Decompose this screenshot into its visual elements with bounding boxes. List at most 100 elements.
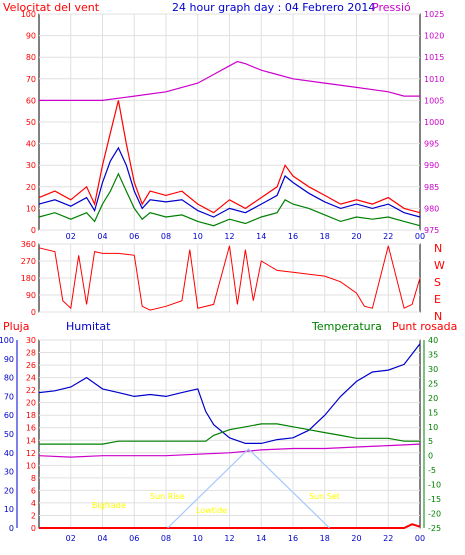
x-tick-label: 02 (66, 232, 76, 241)
wind-speed-label: Velocitat del vent (3, 1, 100, 14)
humidity-tick-label: 10 (4, 505, 14, 514)
rain-tick-label: 0 (31, 524, 36, 533)
pressure-tick-label: 1005 (424, 96, 444, 105)
rain-tick-label: 18 (26, 411, 36, 420)
pressure-tick-label: 990 (424, 161, 439, 170)
series-line-pressi (39, 60, 420, 102)
rain-tick-label: 2 (31, 511, 36, 520)
x-tick-label: 20 (351, 534, 361, 543)
x-tick-label: 00 (415, 534, 425, 543)
temperature-tick-label: 5 (428, 437, 433, 446)
pressure-tick-label: 1025 (424, 10, 444, 19)
temperature-tick-label: 35 (428, 350, 438, 359)
x-tick-label: 02 (66, 534, 76, 543)
wind-speed-tick-label: 100 (21, 10, 36, 19)
wind-speed-tick-label: 20 (26, 183, 36, 192)
wind-speed-tick-label: 30 (26, 161, 36, 170)
series-line-humitat (38, 343, 421, 444)
rain-tick-label: 22 (26, 386, 36, 395)
temperature-label: Temperatura (311, 320, 382, 333)
temperature-tick-label: 0 (428, 452, 433, 461)
x-tick-label: 06 (129, 534, 139, 543)
wind-speed-tick-label: 90 (26, 32, 36, 41)
direction-tick-label: 180 (21, 274, 36, 283)
rain-tick-label: 6 (31, 486, 36, 495)
x-tick-label: 10 (193, 534, 203, 543)
series-line-low (38, 172, 421, 227)
rain-label: Pluja (3, 320, 29, 333)
humidity-tick-label: 100 (0, 336, 14, 345)
rain-tick-label: 20 (26, 399, 36, 408)
rain-tick-label: 26 (26, 361, 36, 370)
x-tick-label: 08 (161, 232, 171, 241)
pressure-label: Pressió (372, 1, 411, 14)
x-tick-label: 06 (129, 232, 139, 241)
pressure-tick-label: 1010 (424, 75, 444, 84)
compass-letter: W (434, 259, 445, 272)
wind-speed-tick-label: 10 (26, 204, 36, 213)
temperature-tick-label: -15 (428, 495, 441, 504)
humidity-tick-label: 0 (9, 524, 14, 533)
sun-set-label: Sun Set (309, 492, 340, 501)
compass-letter: E (434, 293, 441, 306)
rain-tick-label: 4 (31, 499, 36, 508)
graph-title: 24 hour graph day : 04 Febrero 2014 (172, 1, 375, 14)
rain-tick-label: 24 (26, 374, 36, 383)
direction-tick-label: 90 (26, 291, 36, 300)
x-tick-label: 14 (256, 232, 266, 241)
humidity-tick-label: 20 (4, 486, 14, 495)
temperature-tick-label: -5 (428, 466, 436, 475)
wind-speed-tick-label: 70 (26, 75, 36, 84)
pressure-tick-label: 1015 (424, 53, 444, 62)
lowtide-label: Lowtide (196, 506, 227, 515)
x-tick-label: 12 (224, 232, 234, 241)
wind-speed-tick-label: 80 (26, 53, 36, 62)
series-line-direction (38, 245, 421, 311)
x-tick-label: 10 (193, 232, 203, 241)
series-line-pluja (39, 523, 421, 529)
humidity-tick-label: 40 (4, 449, 14, 458)
temperature-tick-label: 30 (428, 365, 438, 374)
pressure-tick-label: 975 (424, 226, 439, 235)
pressure-tick-label: 1020 (424, 32, 444, 41)
x-tick-label: 22 (383, 534, 393, 543)
x-tick-label: 20 (351, 232, 361, 241)
x-tick-label: 12 (224, 534, 234, 543)
x-tick-label: 16 (288, 534, 298, 543)
x-tick-label: 04 (97, 534, 107, 543)
direction-tick-label: 270 (21, 257, 36, 266)
humidity-tick-label: 60 (4, 411, 14, 420)
compass-letter: N (434, 310, 442, 323)
x-tick-label: 18 (320, 534, 330, 543)
rain-tick-label: 10 (26, 461, 36, 470)
temperature-tick-label: 10 (428, 423, 438, 432)
x-tick-label: 22 (383, 232, 393, 241)
humidity-tick-label: 80 (4, 374, 14, 383)
temperature-tick-label: 25 (428, 379, 438, 388)
x-tick-label: 00 (415, 232, 425, 241)
x-tick-label: 16 (288, 232, 298, 241)
rain-tick-label: 28 (26, 349, 36, 358)
series-line-sun (167, 448, 330, 529)
pressure-tick-label: 1000 (424, 118, 444, 127)
series-line-gust (38, 100, 421, 214)
wind-speed-tick-label: 0 (31, 226, 36, 235)
series-line-average (38, 146, 421, 218)
direction-tick-label: 360 (21, 240, 36, 249)
temperature-tick-label: 40 (428, 336, 438, 345)
rain-tick-label: 30 (26, 336, 36, 345)
temperature-tick-label: -25 (428, 524, 441, 533)
humidity-tick-label: 30 (4, 468, 14, 477)
temperature-tick-label: 20 (428, 394, 438, 403)
wind-speed-tick-label: 50 (26, 118, 36, 127)
temperature-tick-label: -20 (428, 510, 441, 519)
rain-tick-label: 12 (26, 449, 36, 458)
humidity-tick-label: 90 (4, 355, 14, 364)
bigfrade-label: Bigfrade (92, 501, 126, 510)
humidity-label: Humitat (66, 320, 111, 333)
compass-letter: S (434, 276, 441, 289)
